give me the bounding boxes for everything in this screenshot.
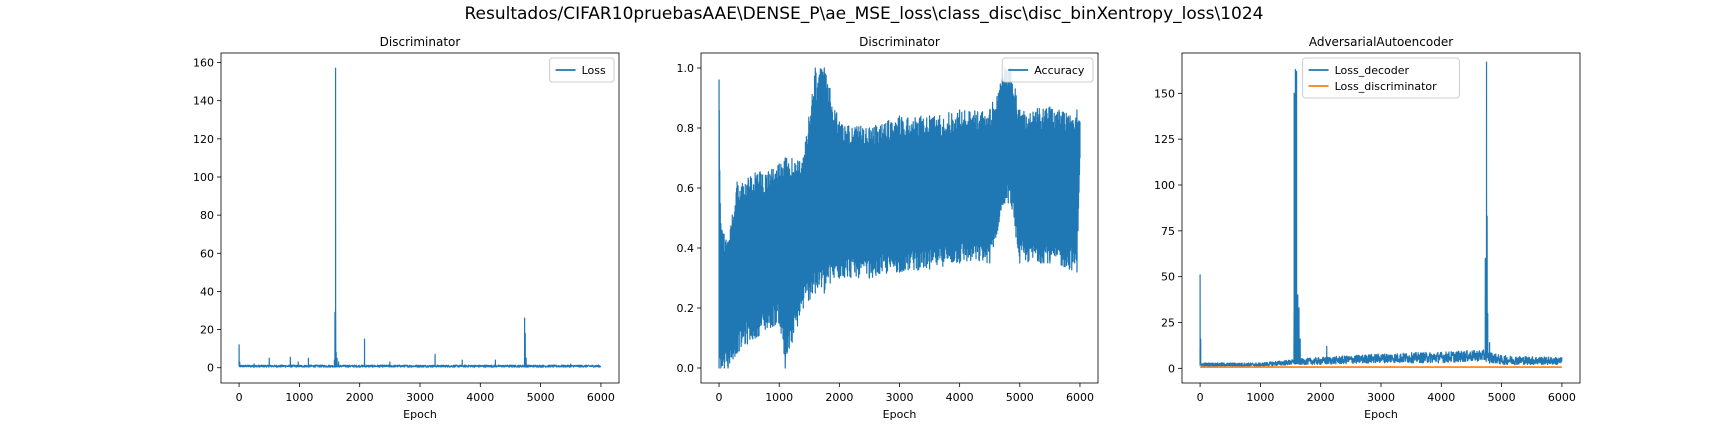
y-tick-label: 0.6 bbox=[677, 182, 695, 195]
x-axis-label: Epoch bbox=[1364, 408, 1398, 421]
x-tick-label: 4000 bbox=[946, 391, 974, 404]
subplot-title: Discriminator bbox=[380, 35, 461, 49]
legend: Accuracy bbox=[1001, 57, 1094, 83]
subplot-title: Discriminator bbox=[859, 35, 940, 49]
x-tick-label: 1000 bbox=[765, 391, 793, 404]
legend-label: Loss_decoder bbox=[1335, 64, 1410, 77]
y-tick-label: 60 bbox=[200, 247, 214, 260]
x-tick-label: 1000 bbox=[1246, 391, 1274, 404]
legend-label: Accuracy bbox=[1034, 64, 1085, 77]
y-tick-label: 0.2 bbox=[677, 302, 695, 315]
y-tick-label: 100 bbox=[193, 171, 214, 184]
series-line-loss bbox=[238, 67, 602, 368]
x-axis-label: Epoch bbox=[403, 408, 437, 421]
x-tick-label: 0 bbox=[716, 391, 723, 404]
x-tick-label: 1000 bbox=[285, 391, 313, 404]
axes-frame bbox=[220, 52, 620, 384]
x-tick-label: 4000 bbox=[466, 391, 494, 404]
legend-box bbox=[1302, 57, 1460, 99]
plot-area bbox=[718, 67, 1081, 369]
legend: Loss bbox=[549, 57, 615, 83]
x-tick-label: 3000 bbox=[1367, 391, 1395, 404]
x-tick-label: 6000 bbox=[1066, 391, 1094, 404]
series-line-loss-decoder bbox=[1199, 61, 1563, 368]
y-tick-label: 75 bbox=[1161, 225, 1175, 238]
x-tick-label: 6000 bbox=[587, 391, 615, 404]
legend-label: Loss bbox=[582, 64, 606, 77]
x-tick-label: 6000 bbox=[1548, 391, 1576, 404]
y-tick-label: 25 bbox=[1161, 317, 1175, 330]
series-line-accuracy bbox=[718, 67, 1081, 369]
axes-frame bbox=[1181, 52, 1581, 384]
x-tick-label: 5000 bbox=[527, 391, 555, 404]
y-tick-label: 80 bbox=[200, 209, 214, 222]
plot-area bbox=[238, 67, 602, 368]
y-tick-label: 0.4 bbox=[677, 242, 695, 255]
figure-title: Resultados/CIFAR10pruebasAAE\DENSE_P\ae_… bbox=[464, 4, 1264, 24]
y-tick-label: 0.8 bbox=[677, 122, 695, 135]
x-tick-label: 4000 bbox=[1427, 391, 1455, 404]
x-tick-label: 2000 bbox=[1307, 391, 1335, 404]
y-tick-label: 140 bbox=[193, 95, 214, 108]
legend-box bbox=[1001, 57, 1094, 83]
x-axis-label: Epoch bbox=[883, 408, 917, 421]
subplot-2: Discriminator Epoch 0 1000 2000 3000 4000 5000 6… bbox=[677, 35, 1099, 421]
legend-box bbox=[549, 57, 615, 83]
x-tick-label: 0 bbox=[1197, 391, 1204, 404]
x-tick-label: 3000 bbox=[886, 391, 914, 404]
y-tick-label: 120 bbox=[193, 133, 214, 146]
x-tick-label: 5000 bbox=[1488, 391, 1516, 404]
y-tick-label: 20 bbox=[200, 324, 214, 337]
y-tick-label: 1.0 bbox=[677, 62, 695, 75]
axes-frame bbox=[700, 52, 1099, 384]
x-tick-label: 5000 bbox=[1006, 391, 1034, 404]
plot-area bbox=[1199, 61, 1563, 368]
legend: Loss_decoder Loss_discriminator bbox=[1302, 57, 1460, 99]
y-tick-label: 0 bbox=[1168, 362, 1175, 375]
x-tick-label: 0 bbox=[236, 391, 243, 404]
subplot-title: AdversarialAutoencoder bbox=[1309, 35, 1453, 49]
y-tick-label: 0.0 bbox=[677, 362, 695, 375]
y-tick-label: 0 bbox=[207, 362, 214, 375]
legend-label: Loss_discriminator bbox=[1335, 80, 1438, 93]
y-tick-label: 100 bbox=[1154, 179, 1175, 192]
y-tick-label: 40 bbox=[200, 285, 214, 298]
y-tick-label: 150 bbox=[1154, 87, 1175, 100]
x-tick-label: 2000 bbox=[346, 391, 374, 404]
x-tick-label: 3000 bbox=[406, 391, 434, 404]
x-tick-label: 2000 bbox=[825, 391, 853, 404]
y-tick-label: 50 bbox=[1161, 271, 1175, 284]
y-tick-label: 160 bbox=[193, 57, 214, 70]
y-tick-label: 125 bbox=[1154, 133, 1175, 146]
